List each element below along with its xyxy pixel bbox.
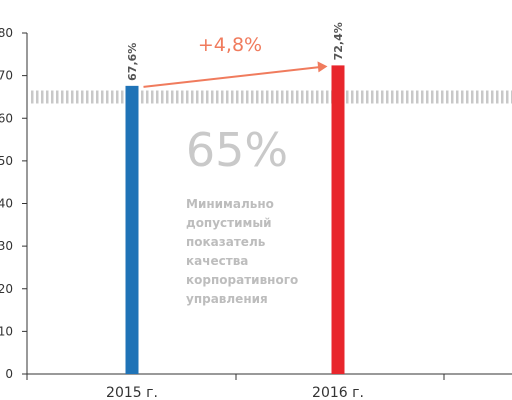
threshold-caption-line: допустимый bbox=[186, 216, 272, 230]
bar-value-label: 67,6% bbox=[126, 43, 139, 81]
x-category-label: 2016 г. bbox=[312, 385, 364, 400]
y-tick-label: 10 bbox=[0, 324, 13, 338]
y-tick-label: 30 bbox=[0, 239, 13, 253]
y-tick-label: 80 bbox=[0, 26, 13, 40]
threshold-caption-line: качества bbox=[186, 254, 248, 268]
y-axis: 0 10 20 30 40 50 60 70 80 bbox=[0, 26, 28, 381]
y-tick-label: 20 bbox=[0, 282, 13, 296]
threshold-caption-line: Минимально bbox=[186, 197, 274, 211]
change-label: +4,8% bbox=[198, 34, 262, 56]
y-tick-label: 40 bbox=[0, 197, 13, 211]
threshold-value-label: 65% bbox=[186, 123, 288, 177]
y-tick-label: 0 bbox=[5, 367, 13, 381]
x-axis: 2015 г. 2016 г. bbox=[26, 373, 512, 400]
threshold-caption-line: корпоративного bbox=[186, 273, 298, 287]
bar-1 bbox=[125, 85, 139, 374]
y-tick-label: 60 bbox=[0, 111, 13, 125]
y-tick-label: 50 bbox=[0, 154, 13, 168]
y-tick-label: 70 bbox=[0, 69, 13, 83]
change-arrow-head bbox=[317, 61, 328, 73]
threshold-caption: Минимально допустимый показатель качества ко… bbox=[186, 197, 298, 306]
bar-value-label: 72,4% bbox=[332, 22, 345, 60]
bar-2 bbox=[331, 65, 345, 375]
x-category-label: 2015 г. bbox=[106, 385, 158, 400]
bars: 67,6% 72,4% bbox=[125, 22, 345, 375]
change-arrow-line bbox=[143, 65, 322, 88]
threshold-caption-line: управления bbox=[186, 292, 268, 306]
threshold-caption-line: показатель bbox=[186, 235, 266, 249]
annotations: +4,8% 65% Минимально допустимый показатель ка… bbox=[143, 34, 328, 306]
